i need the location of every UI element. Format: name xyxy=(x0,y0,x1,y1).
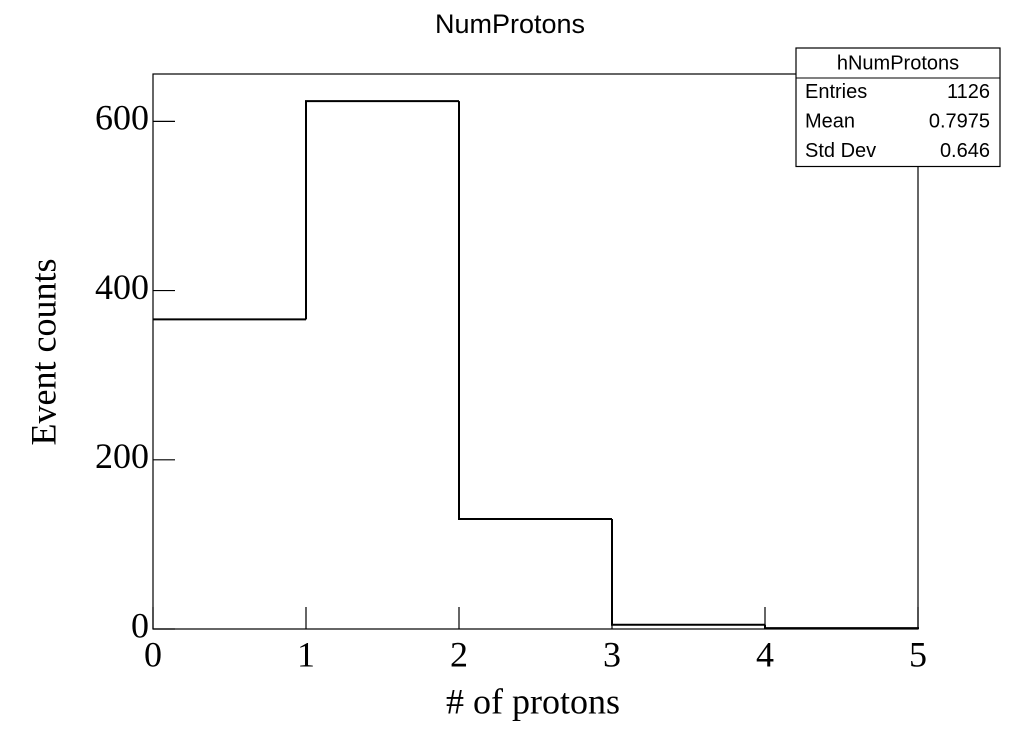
x-tick-label: 1 xyxy=(297,634,315,674)
x-tick-label: 3 xyxy=(603,634,621,674)
histogram-bin xyxy=(764,624,919,630)
x-tick-label: 2 xyxy=(450,634,468,674)
stats-box xyxy=(795,47,1001,168)
histogram-bin xyxy=(458,101,612,521)
stats-label: Entries xyxy=(805,81,867,103)
x-tick-label: 4 xyxy=(756,634,774,674)
x-tick-label: 0 xyxy=(144,634,162,674)
stats-label: Std Dev xyxy=(805,140,876,162)
stats-title: hNumProtons xyxy=(837,52,959,74)
stats-value: 0.646 xyxy=(940,140,990,162)
y-tick-label: 400 xyxy=(95,267,149,307)
y-tick-label: 200 xyxy=(95,436,149,476)
stats-value: 1126 xyxy=(947,81,990,103)
stats-value: 0.7975 xyxy=(929,111,990,133)
stats-label: Mean xyxy=(805,111,855,133)
y-tick-label: 0 xyxy=(131,605,149,645)
y-tick-label: 600 xyxy=(95,98,149,138)
plot-frame xyxy=(152,73,919,630)
y-axis-label: Event counts xyxy=(23,259,63,446)
x-axis-label: # of protons xyxy=(446,681,620,721)
histogram-bin xyxy=(305,100,459,320)
x-tick-label: 5 xyxy=(909,634,927,674)
chart-title: NumProtons xyxy=(435,9,585,39)
histogram-bin xyxy=(611,519,765,626)
